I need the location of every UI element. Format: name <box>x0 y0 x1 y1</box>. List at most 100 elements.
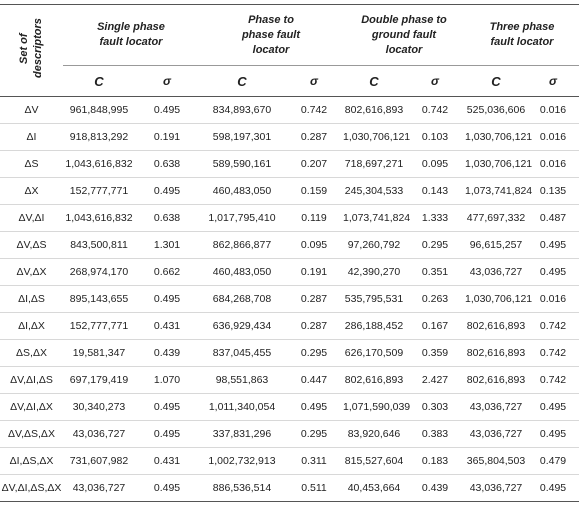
table-cell: 0.119 <box>285 204 343 232</box>
table-cell: 843,500,811 <box>63 231 135 259</box>
table-cell: 0.207 <box>285 150 343 178</box>
table-row: ΔV,ΔX 268,974,170 0.662 460,483,050 0.191 42,… <box>0 258 579 286</box>
table-cell: 1,030,706,121 <box>343 123 410 151</box>
sub-header: C <box>199 65 285 97</box>
table-cell: 1,043,616,832 <box>63 204 135 232</box>
table-row: ΔI,ΔX 152,777,771 0.431 636,929,434 0.287 286… <box>0 312 579 340</box>
table-cell: 1.301 <box>135 231 199 259</box>
table-cell: 802,616,893 <box>343 96 405 124</box>
sub-header: C <box>465 65 527 97</box>
table-cell: 0.742 <box>527 366 579 394</box>
table-cell: 0.191 <box>135 123 199 151</box>
table-cell: 0.638 <box>135 204 199 232</box>
row-label: ΔV,ΔI,ΔS <box>0 366 63 394</box>
table-row: ΔV,ΔI,ΔS 697,179,419 1.070 98,551,863 0.447 8… <box>0 366 579 394</box>
row-label: ΔX <box>0 177 63 205</box>
table-cell: 589,590,161 <box>199 150 285 178</box>
table-row: ΔV,ΔI,ΔX 30,340,273 0.495 1,011,340,054 0.49… <box>0 393 579 421</box>
table-row: ΔV,ΔI,ΔS,ΔX 43,036,727 0.495 886,536,514 0.5… <box>0 474 579 502</box>
table-cell: 862,866,877 <box>199 231 285 259</box>
table-cell: 834,893,670 <box>199 96 285 124</box>
table-cell: 477,697,332 <box>465 204 527 232</box>
table-cell: 0.016 <box>527 285 579 313</box>
table-cell: 268,974,170 <box>63 258 135 286</box>
table-cell: 43,036,727 <box>63 420 135 448</box>
table-cell: 0.311 <box>285 447 343 475</box>
table-cell: 802,616,893 <box>465 366 527 394</box>
table-cell: 2.427 <box>405 366 465 394</box>
table-cell: 97,260,792 <box>343 231 405 259</box>
table-cell: 0.487 <box>527 204 579 232</box>
table-cell: 19,581,347 <box>63 339 135 367</box>
table-cell: 598,197,301 <box>199 123 285 151</box>
table-cell: 802,616,893 <box>465 339 527 367</box>
table-row: ΔS,ΔX 19,581,347 0.439 837,045,455 0.295 626,… <box>0 339 579 367</box>
table-cell: 337,831,296 <box>199 420 285 448</box>
corner-header: Set of descriptors <box>0 4 63 97</box>
sub-header: σ <box>405 65 465 97</box>
row-label: ΔV,ΔS <box>0 231 63 259</box>
table-cell: 43,036,727 <box>465 420 527 448</box>
table-cell: 0.135 <box>527 177 579 205</box>
table-cell: 0.183 <box>405 447 465 475</box>
table-cell: 0.479 <box>527 447 579 475</box>
table-cell: 0.495 <box>135 474 199 502</box>
table-cell: 0.742 <box>285 96 343 124</box>
table-cell: 0.143 <box>405 177 465 205</box>
table-cell: 0.638 <box>135 150 199 178</box>
group-header: Phase to phase fault locator <box>199 4 343 66</box>
table-cell: 895,143,655 <box>63 285 135 313</box>
table-cell: 43,036,727 <box>465 474 527 502</box>
table-cell: 0.495 <box>527 474 579 502</box>
table-cell: 636,929,434 <box>199 312 285 340</box>
table-row: ΔI,ΔS 895,143,655 0.495 684,268,708 0.287 535… <box>0 285 579 313</box>
table-cell: 0.095 <box>405 150 465 178</box>
row-label: ΔI,ΔX <box>0 312 63 340</box>
page: {"table": { "corner": "Set of descriptor… <box>0 4 579 507</box>
table-cell: 0.742 <box>527 312 579 340</box>
row-label: ΔV,ΔI <box>0 204 63 232</box>
table-cell: 0.383 <box>405 420 465 448</box>
row-label: ΔS <box>0 150 63 178</box>
table-cell: 0.287 <box>285 312 343 340</box>
sub-header: σ <box>527 65 579 97</box>
table-cell: 918,813,292 <box>63 123 135 151</box>
table-cell: 0.016 <box>527 96 579 124</box>
table-row: ΔI 918,813,292 0.191 598,197,301 0.287 1,030,… <box>0 123 579 151</box>
table-cell: 245,304,533 <box>343 177 405 205</box>
sub-header: C <box>343 65 405 97</box>
table-cell: 0.431 <box>135 447 199 475</box>
table-cell: 83,920,646 <box>343 420 405 448</box>
table-cell: 0.495 <box>527 231 579 259</box>
table-cell: 0.511 <box>285 474 343 502</box>
table-row: ΔV,ΔS 843,500,811 1.301 862,866,877 0.095 97,… <box>0 231 579 259</box>
table-cell: 286,188,452 <box>343 312 405 340</box>
table-cell: 525,036,606 <box>465 96 527 124</box>
table-cell: 152,777,771 <box>63 177 135 205</box>
table-cell: 40,453,664 <box>343 474 405 502</box>
sub-header: C <box>63 65 135 97</box>
table-cell: 0.295 <box>285 420 343 448</box>
table-cell: 98,551,863 <box>199 366 285 394</box>
table-cell: 96,615,257 <box>465 231 527 259</box>
table-cell: 0.016 <box>527 123 579 151</box>
table-cell: 0.159 <box>285 177 343 205</box>
table-cell: 802,616,893 <box>343 366 405 394</box>
table-cell: 0.287 <box>285 123 343 151</box>
table-row: ΔI,ΔS,ΔX 731,607,982 0.431 1,002,732,913 0.3… <box>0 447 579 475</box>
row-label: ΔI <box>0 123 63 151</box>
table-cell: 0.742 <box>405 96 465 124</box>
table-cell: 0.295 <box>405 231 465 259</box>
table-cell: 886,536,514 <box>199 474 285 502</box>
table-cell: 43,036,727 <box>465 393 527 421</box>
table-cell: 0.495 <box>135 420 199 448</box>
table-cell: 0.287 <box>285 285 343 313</box>
table-cell: 0.359 <box>405 339 465 367</box>
table-cell: 1,030,706,121 <box>465 285 532 313</box>
row-label: ΔI,ΔS,ΔX <box>0 447 63 475</box>
table-cell: 43,036,727 <box>63 474 135 502</box>
table-cell: 1,017,795,410 <box>199 204 285 232</box>
table-row: ΔV,ΔS,ΔX 43,036,727 0.495 337,831,296 0.295 8… <box>0 420 579 448</box>
table-cell: 0.662 <box>135 258 199 286</box>
table-cell: 1,030,706,121 <box>465 123 532 151</box>
